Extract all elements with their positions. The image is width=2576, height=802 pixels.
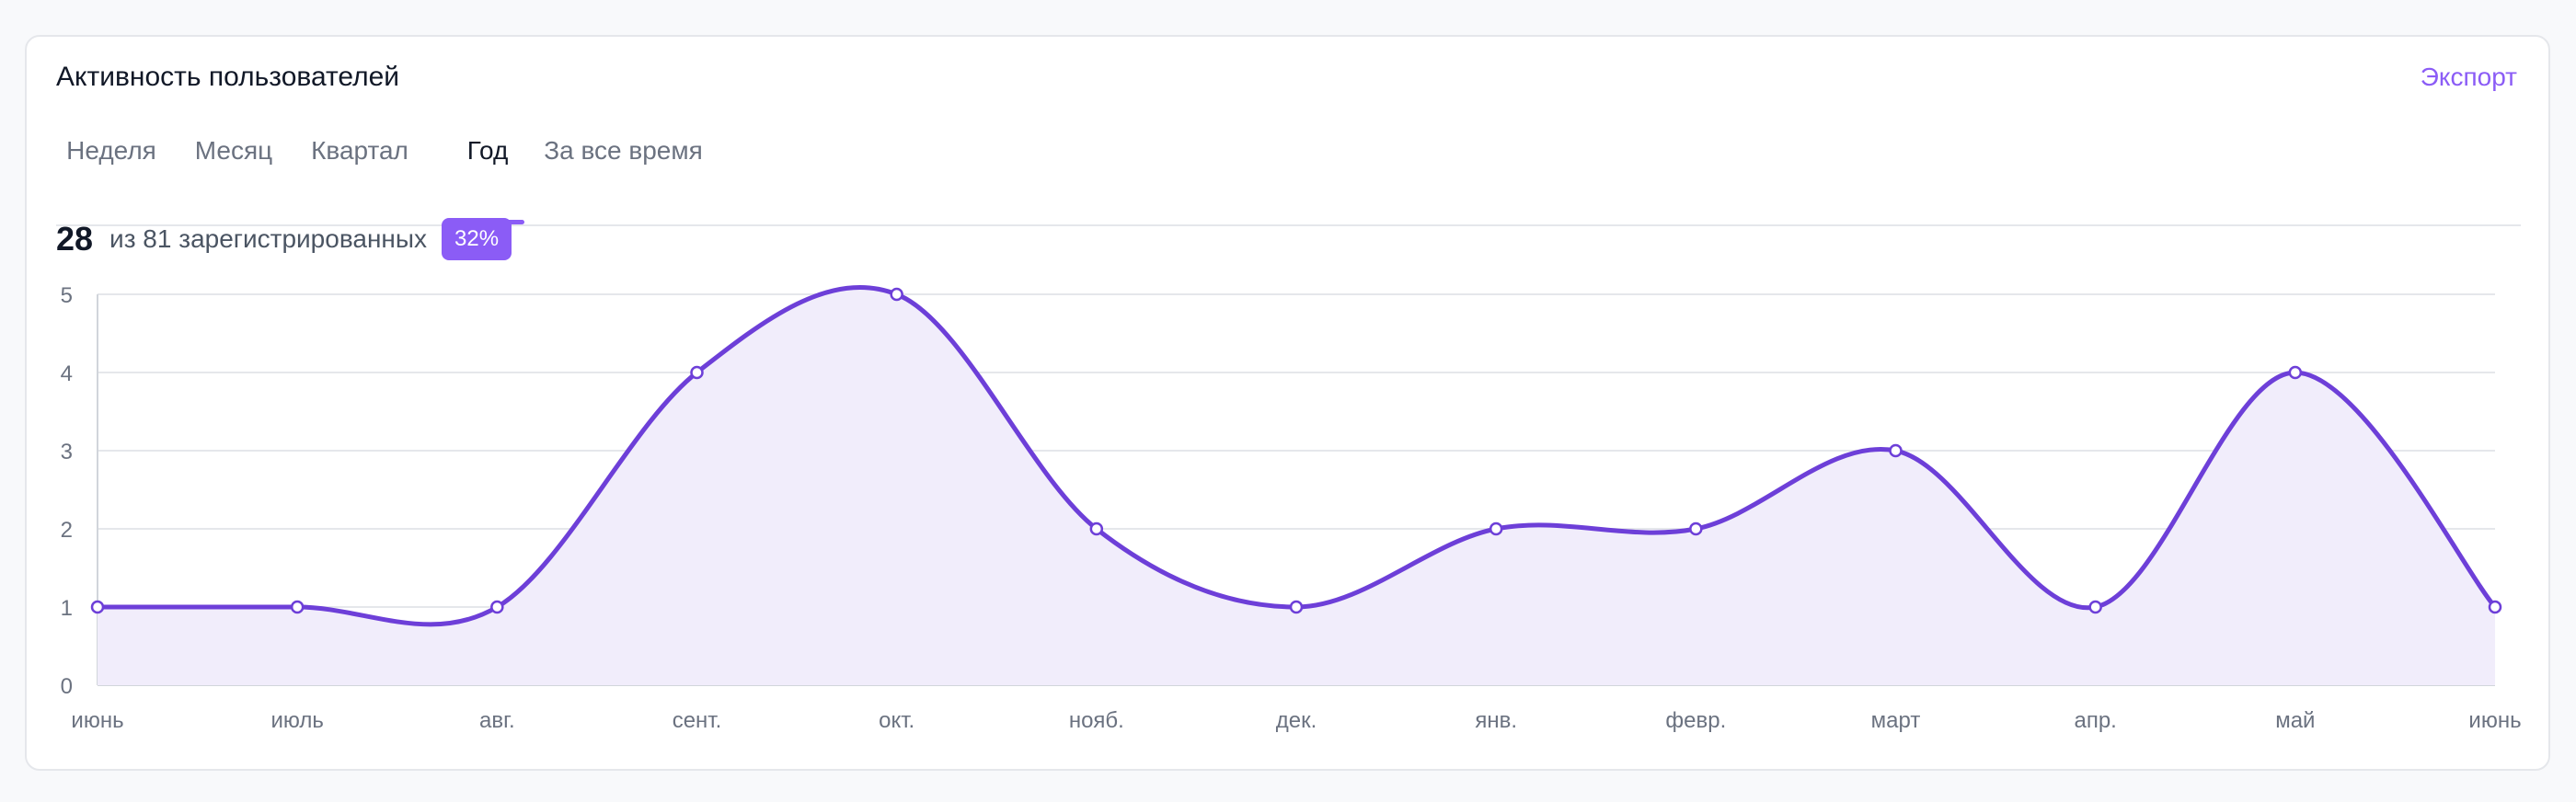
x-tick-label: май [2275,708,2315,733]
y-tick-label: 5 [61,283,73,308]
card-title: Активность пользователей [56,62,400,92]
tab-quarter[interactable]: Квартал [299,124,420,225]
x-tick-label: сент. [673,708,722,733]
x-tick-label: окт. [879,708,914,733]
registered-total-text: из 81 зарегистрированных [109,224,428,253]
data-point [90,600,105,614]
data-point [290,600,305,614]
x-tick-label: июнь [71,708,123,733]
data-point [2488,600,2502,614]
y-tick-label: 3 [61,440,73,464]
data-point [1289,600,1304,614]
tabs-divider [56,224,2521,226]
tab-label: Неделя [66,136,156,165]
x-tick-label: нояб. [1069,708,1124,733]
user-activity-card: Активность пользователей Экспорт Неделя … [25,35,2550,771]
x-tick-label: дек. [1276,708,1317,733]
percent-badge: 32% [442,218,512,260]
x-tick-label: янв. [1475,708,1517,733]
data-point [1489,521,1503,536]
data-point [890,287,903,302]
activity-summary: 28 из 81 зарегистрированных 32% [56,212,512,267]
data-point [2088,600,2102,614]
data-point [2288,365,2303,380]
x-tick-label: апр. [2074,708,2116,733]
tab-label: Год [466,136,509,165]
data-point [1089,521,1104,536]
x-tick-label: март [1871,708,1921,733]
tab-label: Месяц [194,136,273,165]
period-tabs: Неделя Месяц Квартал Год За все время [56,124,2521,226]
tab-month[interactable]: Месяц [178,124,290,225]
y-tick-label: 4 [61,361,73,386]
area-fill [98,287,2495,685]
x-tick-label: июль [270,708,323,733]
data-point [1689,521,1703,536]
tab-label: Квартал [311,136,408,165]
tab-label: За все время [544,136,703,165]
x-tick-label: авг. [479,708,515,733]
y-tick-label: 2 [61,518,73,543]
tab-all-time[interactable]: За все время [529,124,718,225]
x-tick-label: февр. [1665,708,1726,733]
export-link[interactable]: Экспорт [2420,63,2517,91]
series-line [95,284,2498,627]
data-point [690,365,704,380]
data-point [490,600,504,614]
active-user-count: 28 [56,220,94,258]
tab-week[interactable]: Неделя [56,124,167,225]
activity-area-chart: 0 1 2 3 4 5 июнь июль авг. сент. окт. нояб. дек. янв.… [61,283,2522,733]
y-tick-label: 0 [61,674,73,699]
x-tick-label: июнь [2468,708,2521,733]
data-point [1889,443,1903,458]
y-tick-label: 1 [61,596,73,621]
